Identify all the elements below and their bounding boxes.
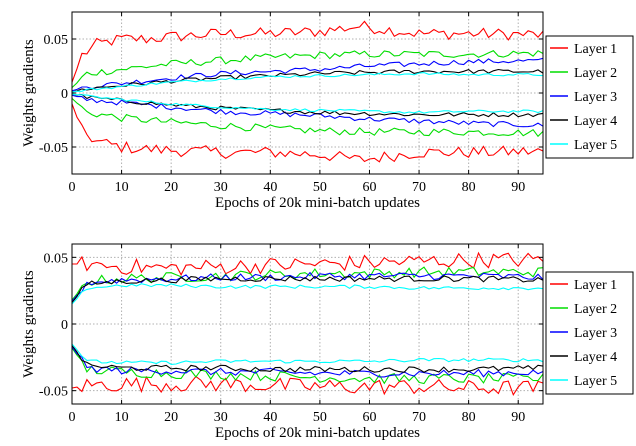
series-line-layer-3-upper [71, 271, 544, 302]
legend-label: Layer 3 [574, 326, 617, 341]
legend-label: Layer 5 [574, 138, 617, 153]
x-tick-label: 0 [69, 180, 76, 195]
legend-label: Layer 3 [574, 90, 617, 105]
series-line-layer-4-upper [71, 68, 544, 93]
x-tick-label: 20 [164, 180, 178, 195]
legend-label: Layer 4 [574, 350, 617, 365]
x-tick-label: 50 [313, 180, 327, 195]
legend-label: Layer 2 [574, 66, 617, 81]
legend: Layer 1 Layer 2 Layer 3 Layer 4 Layer 5 [545, 35, 634, 159]
y-axis-label: Weights gradients [21, 39, 37, 147]
legend-label: Layer 2 [574, 302, 617, 317]
y-axis-label: Weights gradients [21, 270, 37, 378]
x-tick-label: 20 [164, 410, 178, 425]
x-tick-label: 60 [362, 180, 376, 195]
x-tick-label: 50 [313, 410, 327, 425]
legend-label: Layer 4 [574, 114, 617, 129]
series-line-layer-4-lower [71, 93, 544, 118]
series-line-layer-3-lower [71, 94, 544, 128]
x-tick-label: 90 [511, 410, 525, 425]
series-line-layer-2-upper [71, 50, 544, 89]
x-tick-label: 70 [412, 410, 426, 425]
x-tick-label: 80 [462, 410, 476, 425]
x-axis-label: Epochs of 20k mini-batch updates [215, 425, 420, 441]
x-axis-label: Epochs of 20k mini-batch updates [215, 195, 420, 211]
y-tick-label: 0 [61, 318, 68, 333]
legend: Layer 1 Layer 2 Layer 3 Layer 4 Layer 5 [545, 271, 634, 395]
legend-label: Layer 1 [574, 42, 617, 57]
x-tick-label: 80 [462, 180, 476, 195]
series-line-layer-2-lower [71, 347, 544, 385]
series-line-layer-2-lower [71, 97, 544, 138]
y-tick-label: 0 [61, 87, 68, 102]
x-tick-label: 30 [214, 410, 228, 425]
x-tick-label: 0 [69, 410, 76, 425]
y-tick-label: 0.05 [44, 251, 69, 266]
chart-panel-top: 0 10 20 30 40 50 60 70 80 90 -0.05 0 0.05 Epochs of 2… [21, 11, 634, 211]
x-tick-label: 90 [511, 180, 525, 195]
series-line-layer-5-upper [71, 283, 544, 305]
series-line-layer-5-lower [71, 343, 544, 365]
legend-box [545, 35, 634, 159]
series-line-layer-3-upper [71, 57, 544, 92]
x-tick-label: 40 [263, 410, 277, 425]
x-tick-label: 70 [412, 180, 426, 195]
y-tick-label: 0.05 [44, 33, 69, 48]
series-line-layer-1-lower [71, 103, 544, 163]
series-line-layer-1-lower [71, 375, 544, 397]
x-tick-label: 40 [263, 180, 277, 195]
x-tick-label: 30 [214, 180, 228, 195]
series-line-layer-4-upper [71, 275, 544, 304]
legend-label: Layer 1 [574, 278, 617, 293]
legend-box [545, 271, 634, 395]
x-tick-label: 10 [115, 410, 129, 425]
x-tick-label: 60 [362, 410, 376, 425]
y-tick-label: -0.05 [39, 385, 68, 400]
x-tick-label: 10 [115, 180, 129, 195]
series-line-layer-1-upper [71, 20, 544, 83]
legend-label: Layer 5 [574, 374, 617, 389]
y-tick-label: -0.05 [39, 141, 68, 156]
series-line-layer-5-upper [71, 72, 544, 93]
series-line-layer-5-lower [71, 93, 544, 114]
series-line-layer-3-lower [71, 346, 544, 378]
series-line-layer-1-upper [72, 251, 544, 276]
series-line-layer-4-lower [71, 344, 544, 373]
